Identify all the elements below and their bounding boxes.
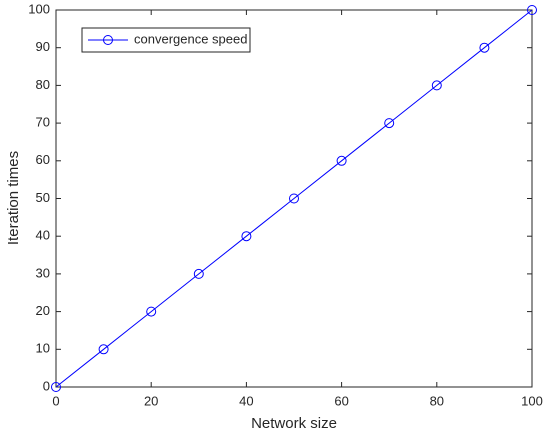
- legend-label: convergence speed: [134, 31, 247, 46]
- data-point: [336, 155, 347, 166]
- y-tick-label: 90: [36, 39, 50, 54]
- data-point: [98, 344, 109, 355]
- y-axis-label: Iteration times: [5, 151, 22, 245]
- x-tick-label: 60: [334, 393, 348, 408]
- data-point: [431, 80, 442, 91]
- data-point: [527, 5, 537, 15]
- data-point: [241, 231, 252, 242]
- y-tick-label: 70: [36, 115, 50, 130]
- x-tick-label: 20: [144, 393, 158, 408]
- y-tick-label: 0: [43, 378, 50, 393]
- y-tick-label: 100: [28, 1, 50, 16]
- data-point: [193, 268, 204, 279]
- data-point: [479, 42, 490, 53]
- y-tick-label: 40: [36, 228, 50, 243]
- data-point: [51, 382, 61, 392]
- legend-marker: [103, 35, 113, 45]
- x-axis-label: Network size: [251, 415, 337, 432]
- x-tick-label: 100: [521, 393, 543, 408]
- x-tick-label: 0: [52, 393, 59, 408]
- x-tick-label: 40: [239, 393, 253, 408]
- y-tick-label: 80: [36, 77, 50, 92]
- data-point: [384, 118, 395, 129]
- data-point: [289, 193, 299, 204]
- y-tick-label: 30: [36, 265, 50, 280]
- data-point: [146, 306, 157, 317]
- series-line: [55, 9, 533, 388]
- y-tick-label: 20: [36, 303, 50, 318]
- y-tick-label: 50: [36, 190, 50, 205]
- x-tick-label: 80: [430, 393, 444, 408]
- y-tick-label: 60: [36, 152, 50, 167]
- y-tick-label: 10: [36, 341, 50, 356]
